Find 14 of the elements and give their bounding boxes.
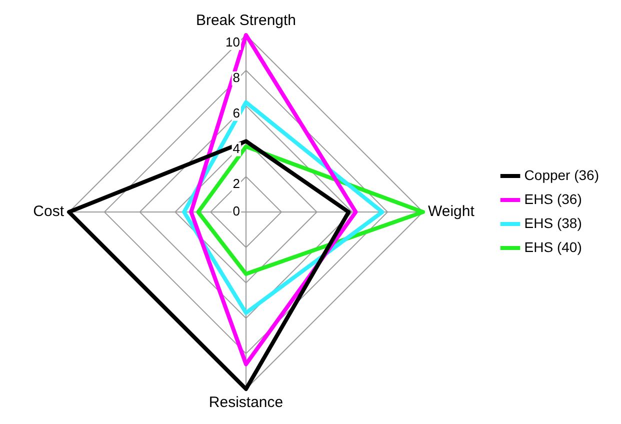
y-tick-label: 10 [226,34,240,50]
y-tick-label: 2 [232,176,240,192]
y-tick-label: 0 [232,204,240,219]
legend-label: Copper (36) [524,166,599,183]
spoke-label: Resistance [208,394,284,412]
spoke-label: Weight [428,203,476,220]
y-tick-label: 8 [232,70,240,85]
spoke-label: Cost [33,203,65,220]
y-tick-label: 4 [232,140,240,156]
legend-label: EHS (38) [524,214,582,231]
y-tick-label: 6 [232,105,240,120]
spoke-label: Break Strength [196,12,296,30]
legend-label: EHS (36) [524,190,582,207]
legend-label: EHS (40) [524,238,582,255]
